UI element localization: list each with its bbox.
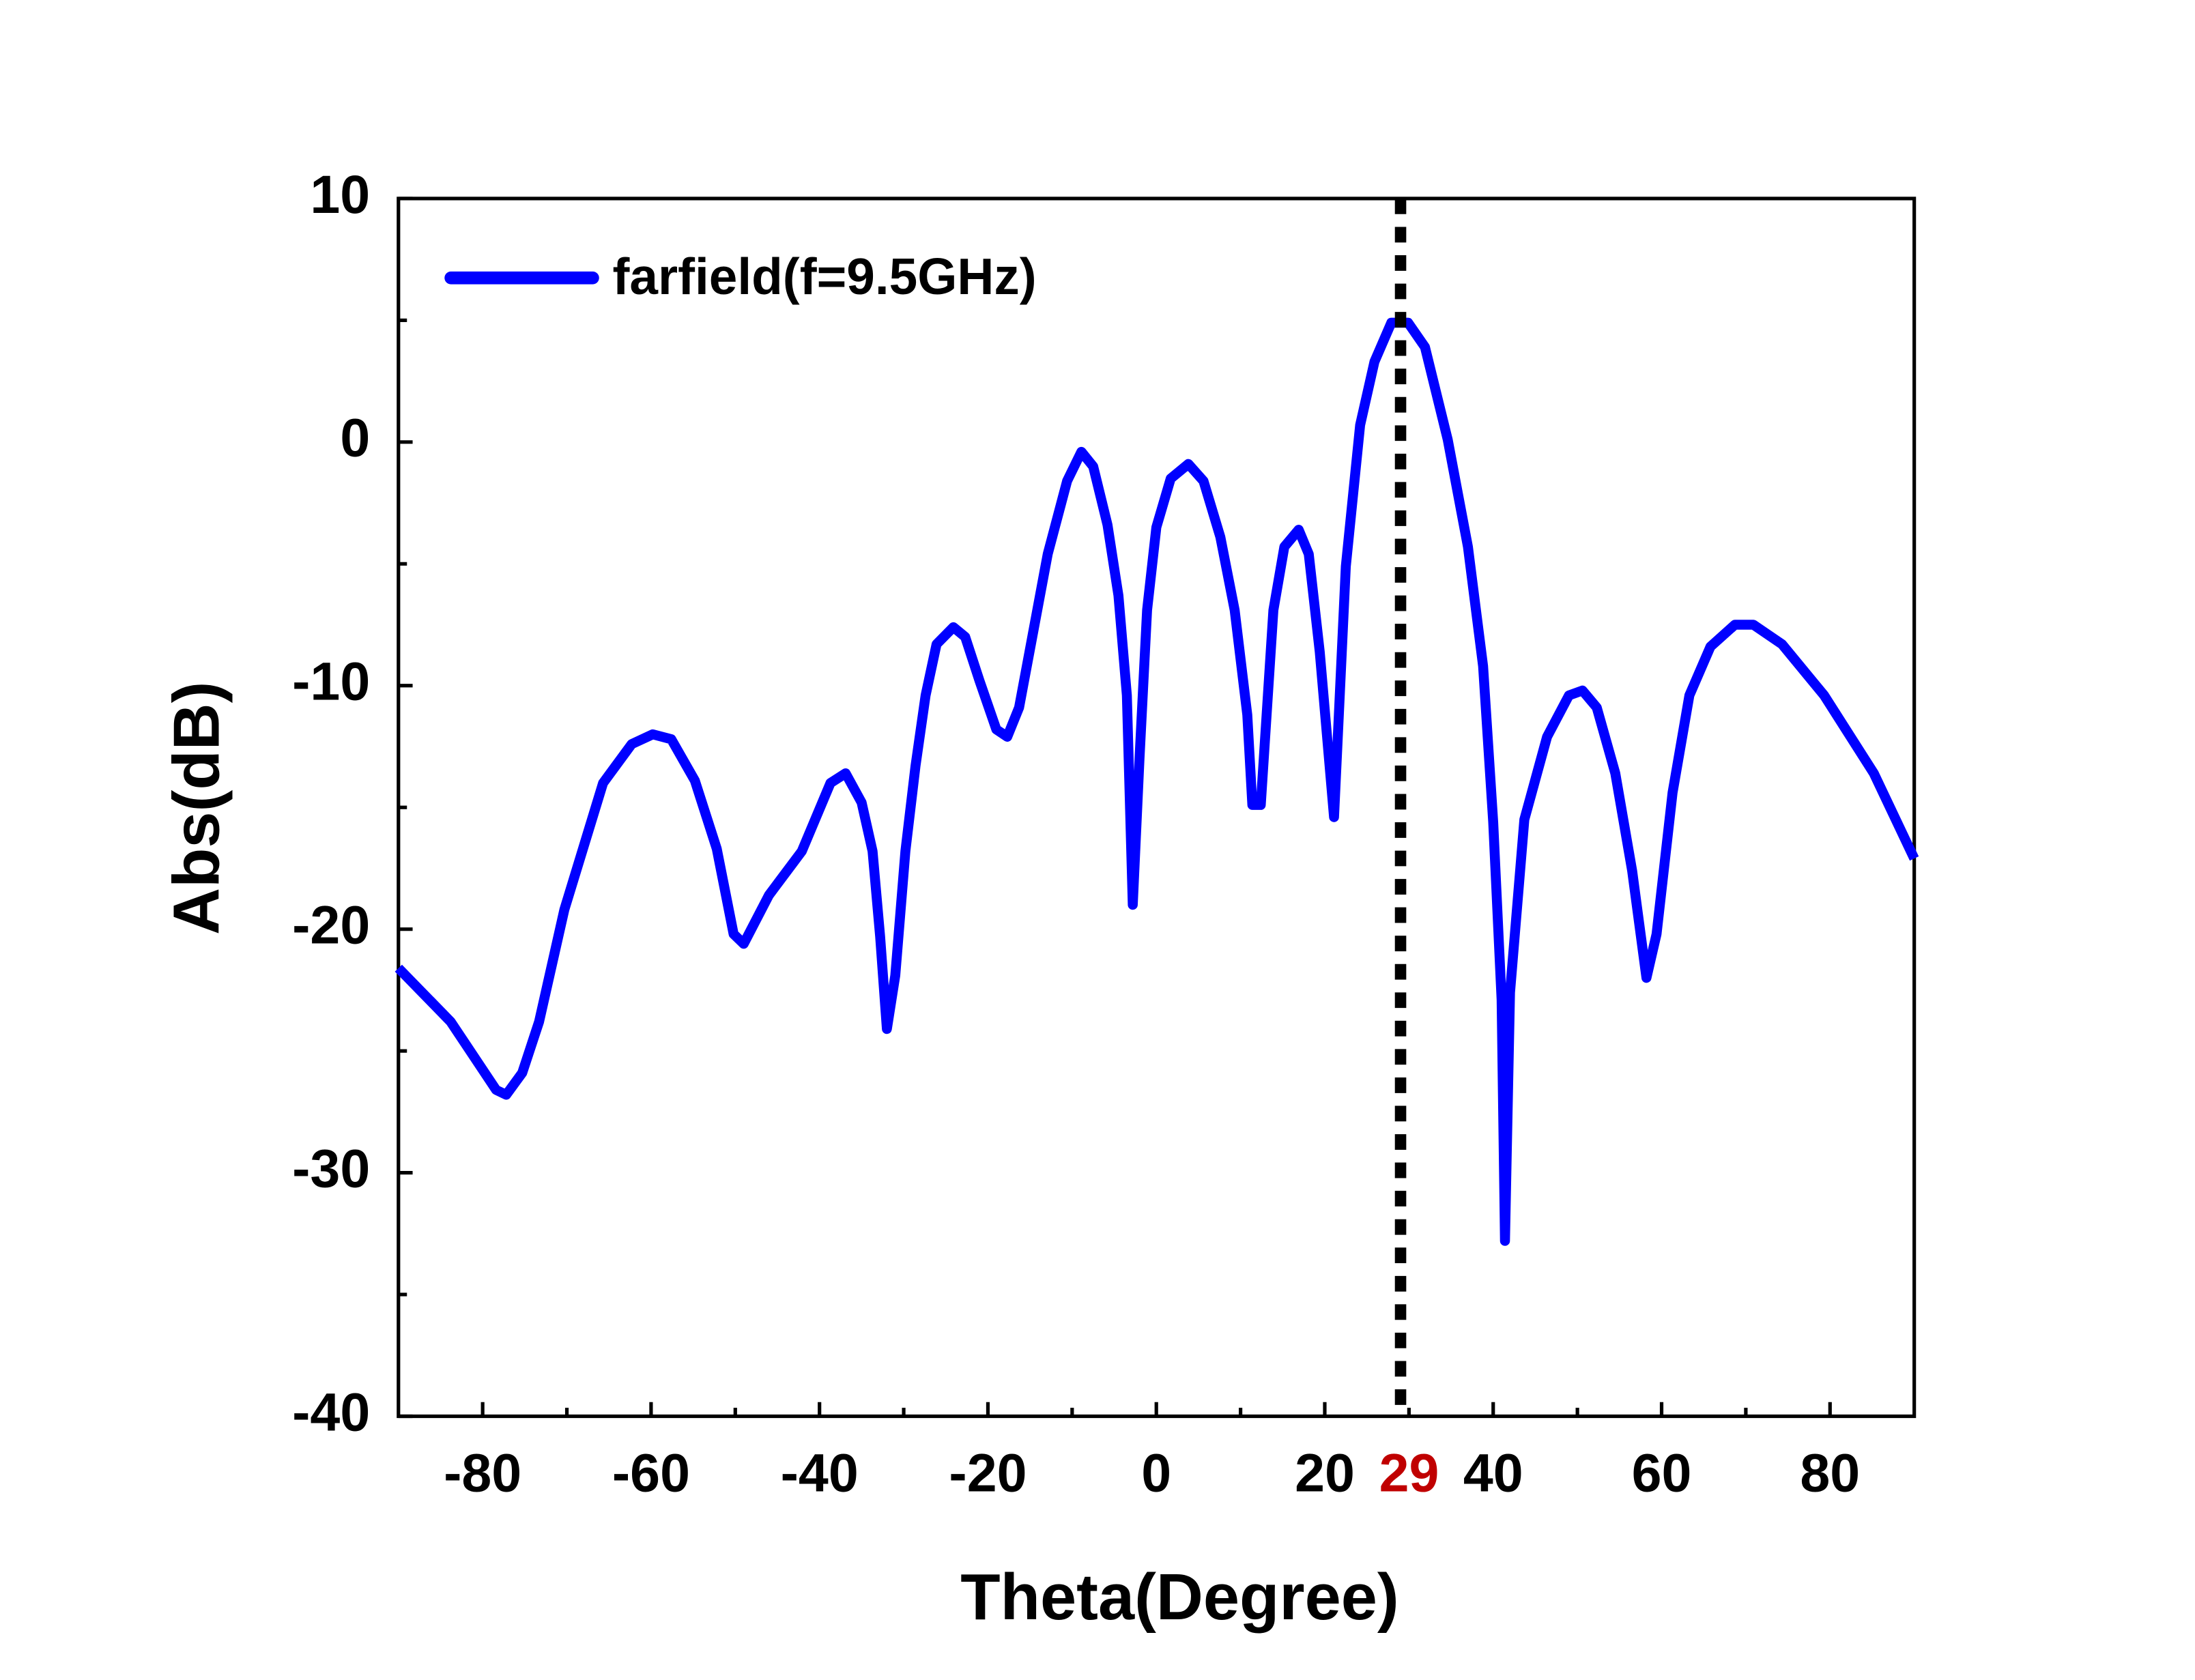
- y-tick-label: 0: [340, 408, 370, 468]
- y-tick-label: -40: [292, 1382, 370, 1442]
- x-tick-label: 0: [1141, 1443, 1171, 1503]
- data-line: [394, 317, 1919, 1246]
- x-axis-title: Theta(Degree): [960, 1561, 1398, 1634]
- x-tick-label: 40: [1463, 1443, 1523, 1503]
- x-tick-label: 60: [1632, 1443, 1692, 1503]
- plot-frame: [397, 197, 1917, 1419]
- y-tick-label: 10: [310, 164, 370, 225]
- x-tick-label: 20: [1295, 1443, 1355, 1503]
- legend-label: farfield(f=9.5GHz): [612, 248, 1036, 305]
- y-tick-label: -20: [292, 895, 370, 955]
- x-tick-label: 80: [1800, 1443, 1860, 1503]
- y-tick-label: -30: [292, 1138, 370, 1198]
- y-axis-title: Abs(dB): [160, 681, 233, 935]
- marker-label: 29: [1379, 1443, 1439, 1503]
- x-tick-label: -20: [949, 1443, 1027, 1503]
- x-tick-label: -40: [781, 1443, 859, 1503]
- x-tick-label: -80: [444, 1443, 521, 1503]
- y-tick-label: -10: [292, 652, 370, 712]
- x-tick-label: -60: [612, 1443, 690, 1503]
